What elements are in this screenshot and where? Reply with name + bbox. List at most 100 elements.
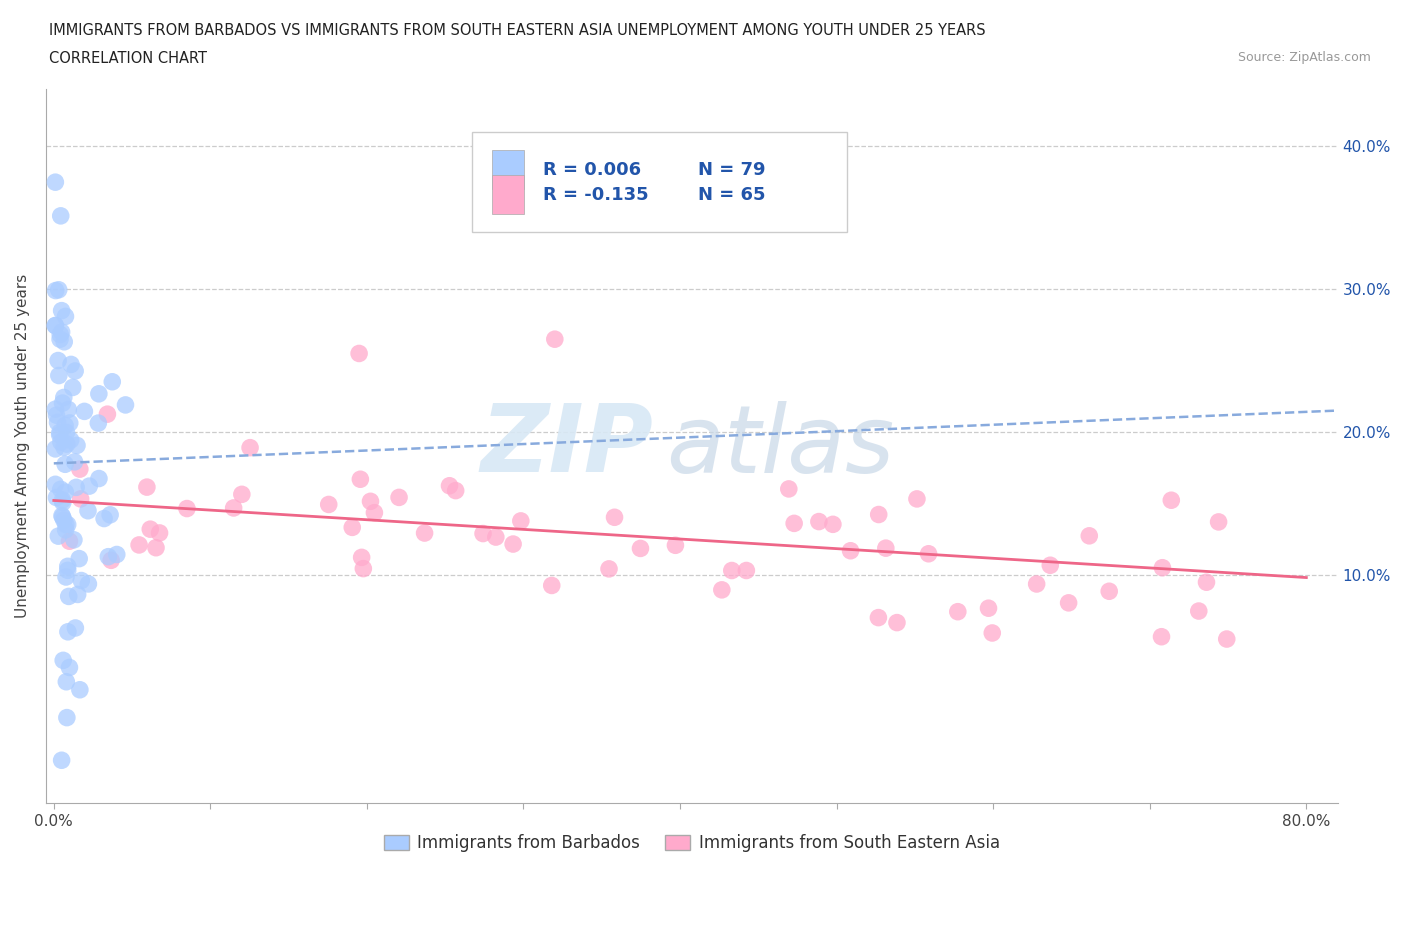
- Point: [981, 626, 1004, 641]
- Point: [222, 500, 245, 515]
- Point: [55, 309, 77, 324]
- Point: [868, 507, 890, 522]
- Point: [51, 303, 73, 318]
- Text: R = 0.006: R = 0.006: [543, 161, 641, 179]
- Point: [56, 711, 79, 725]
- Point: [53, 485, 76, 499]
- Point: [51, 395, 73, 410]
- Point: [98, 508, 121, 523]
- Point: [52, 653, 75, 668]
- Point: [44, 175, 66, 190]
- Point: [58, 402, 80, 417]
- Point: [114, 397, 136, 412]
- Point: [63, 455, 86, 470]
- Point: [58, 660, 80, 675]
- Point: [598, 562, 620, 577]
- Point: [48, 368, 70, 383]
- Point: [63, 364, 86, 379]
- Point: [59, 432, 82, 447]
- Point: [46, 415, 69, 430]
- Point: [58, 589, 80, 604]
- Point: [46, 528, 69, 543]
- Point: [69, 683, 91, 698]
- Point: [239, 440, 262, 455]
- Point: [778, 482, 800, 497]
- FancyBboxPatch shape: [492, 150, 524, 190]
- Y-axis label: Unemployment Among Youth under 25 years: Unemployment Among Youth under 25 years: [15, 274, 30, 618]
- Point: [70, 573, 93, 588]
- Point: [350, 550, 373, 565]
- Point: [977, 601, 1000, 616]
- Point: [97, 550, 120, 565]
- Point: [96, 406, 118, 421]
- Point: [52, 495, 75, 510]
- Point: [1216, 631, 1239, 646]
- Point: [58, 534, 80, 549]
- Point: [1160, 493, 1182, 508]
- Point: [63, 532, 86, 547]
- Point: [135, 480, 157, 495]
- Point: [44, 318, 66, 333]
- Point: [53, 335, 76, 350]
- Point: [148, 525, 170, 540]
- Point: [52, 390, 75, 405]
- Point: [77, 479, 100, 494]
- Point: [65, 620, 87, 635]
- Point: [1098, 584, 1121, 599]
- Point: [65, 480, 87, 495]
- Point: [868, 610, 890, 625]
- Point: [807, 514, 830, 529]
- Legend: Immigrants from Barbados, Immigrants from South Eastern Asia: Immigrants from Barbados, Immigrants fro…: [377, 828, 1007, 859]
- Point: [1195, 575, 1218, 590]
- Point: [87, 416, 110, 431]
- Point: [485, 529, 508, 544]
- Point: [946, 604, 969, 619]
- Point: [69, 461, 91, 476]
- Point: [56, 437, 79, 452]
- Text: Source: ZipAtlas.com: Source: ZipAtlas.com: [1237, 51, 1371, 64]
- Point: [735, 563, 758, 578]
- Point: [444, 484, 467, 498]
- Point: [349, 472, 371, 486]
- Text: N = 65: N = 65: [699, 186, 766, 204]
- Point: [1057, 595, 1080, 610]
- Point: [603, 510, 626, 525]
- Point: [318, 497, 340, 512]
- Point: [886, 615, 908, 630]
- Point: [87, 386, 110, 401]
- FancyBboxPatch shape: [472, 132, 846, 232]
- Point: [48, 283, 70, 298]
- Point: [66, 438, 89, 453]
- Point: [69, 491, 91, 506]
- Point: [56, 624, 79, 639]
- Point: [53, 440, 76, 455]
- Point: [1078, 528, 1101, 543]
- Point: [342, 520, 364, 535]
- Point: [821, 517, 844, 532]
- Point: [128, 538, 150, 552]
- Text: IMMIGRANTS FROM BARBADOS VS IMMIGRANTS FROM SOUTH EASTERN ASIA UNEMPLOYMENT AMON: IMMIGRANTS FROM BARBADOS VS IMMIGRANTS F…: [49, 23, 986, 38]
- Point: [73, 404, 96, 418]
- Point: [176, 501, 198, 516]
- Point: [413, 525, 436, 540]
- Point: [49, 327, 72, 342]
- Point: [67, 551, 90, 566]
- Point: [783, 516, 806, 531]
- Point: [52, 512, 75, 527]
- Point: [49, 425, 72, 440]
- Point: [44, 442, 66, 457]
- Point: [905, 491, 928, 506]
- Point: [360, 494, 382, 509]
- Point: [1025, 577, 1047, 591]
- Point: [55, 569, 77, 584]
- Point: [87, 472, 110, 486]
- Point: [502, 537, 524, 551]
- Point: [55, 517, 77, 532]
- Point: [77, 503, 100, 518]
- Point: [49, 208, 72, 223]
- Point: [352, 561, 374, 576]
- Point: [1152, 560, 1174, 575]
- Point: [53, 418, 76, 433]
- Point: [44, 477, 66, 492]
- Point: [51, 508, 73, 523]
